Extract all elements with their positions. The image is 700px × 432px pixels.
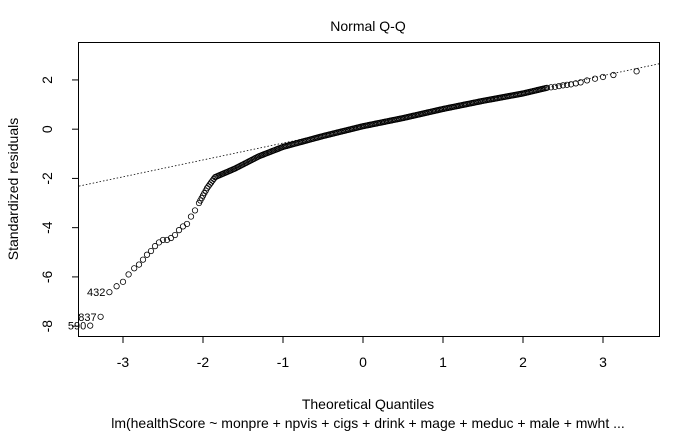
outlier-label: 432 xyxy=(87,287,105,299)
data-point xyxy=(106,289,113,296)
y-tick-label: -8 xyxy=(39,320,55,333)
x-tick-label: -1 xyxy=(277,354,290,370)
x-tick-label: 2 xyxy=(519,354,527,370)
outlier-label: 837 xyxy=(78,312,96,324)
data-point xyxy=(87,322,94,329)
x-axis-label: Theoretical Quantiles xyxy=(302,396,434,412)
data-point xyxy=(555,82,563,90)
plot-border xyxy=(78,42,660,337)
y-tick-label: 0 xyxy=(39,125,55,133)
data-point xyxy=(113,283,120,290)
reference-line xyxy=(78,63,660,187)
x-tick-label: 1 xyxy=(439,354,447,370)
data-point xyxy=(583,77,591,84)
data-point xyxy=(591,75,599,82)
data-point xyxy=(543,84,551,91)
data-point xyxy=(183,220,191,228)
data-point xyxy=(179,223,187,230)
data-point xyxy=(610,71,617,79)
data-point xyxy=(159,236,167,244)
data-point xyxy=(135,261,143,268)
y-axis-label: Standardized residuals xyxy=(5,118,21,260)
data-point xyxy=(175,227,183,234)
y-axis: -8 -6 -4 -2 0 2 xyxy=(39,76,79,333)
data-points xyxy=(87,68,640,329)
data-point xyxy=(577,79,584,86)
y-tick-label: -4 xyxy=(39,221,55,234)
data-point xyxy=(209,177,216,184)
data-point xyxy=(559,82,567,89)
x-tick-label: 3 xyxy=(599,354,607,370)
data-point xyxy=(205,183,212,190)
outlier-label: 590 xyxy=(68,321,86,333)
data-point xyxy=(563,81,571,88)
data-point xyxy=(143,251,151,258)
data-point xyxy=(191,207,199,214)
data-point xyxy=(633,68,640,75)
data-point xyxy=(572,80,579,87)
y-tick-label: -6 xyxy=(39,270,55,283)
data-point xyxy=(119,278,127,285)
data-point xyxy=(171,231,179,239)
data-point xyxy=(155,239,163,246)
x-tick-label: -2 xyxy=(197,354,210,370)
data-point xyxy=(599,73,607,81)
data-point xyxy=(139,256,147,263)
data-point xyxy=(207,179,215,186)
x-axis: -3 -2 -1 0 1 2 3 xyxy=(117,336,607,370)
data-point xyxy=(567,81,575,88)
data-point xyxy=(97,313,104,320)
data-point xyxy=(551,83,559,90)
data-point xyxy=(187,213,195,220)
x-tick-label: 0 xyxy=(359,354,367,370)
data-point xyxy=(151,243,159,250)
x-tick-label: -3 xyxy=(117,354,130,370)
chart-title: Normal Q-Q xyxy=(330,18,406,34)
data-point xyxy=(206,181,213,188)
data-point xyxy=(125,271,132,278)
data-point xyxy=(163,236,171,244)
data-point xyxy=(131,265,138,272)
y-tick-label: 2 xyxy=(39,76,55,84)
chart-caption: lm(healthScore ~ monpre + npvis + cigs +… xyxy=(111,415,625,431)
reference-line-group xyxy=(78,63,660,187)
data-point xyxy=(147,247,155,255)
data-point xyxy=(167,234,175,242)
y-tick-label: -2 xyxy=(39,172,55,185)
